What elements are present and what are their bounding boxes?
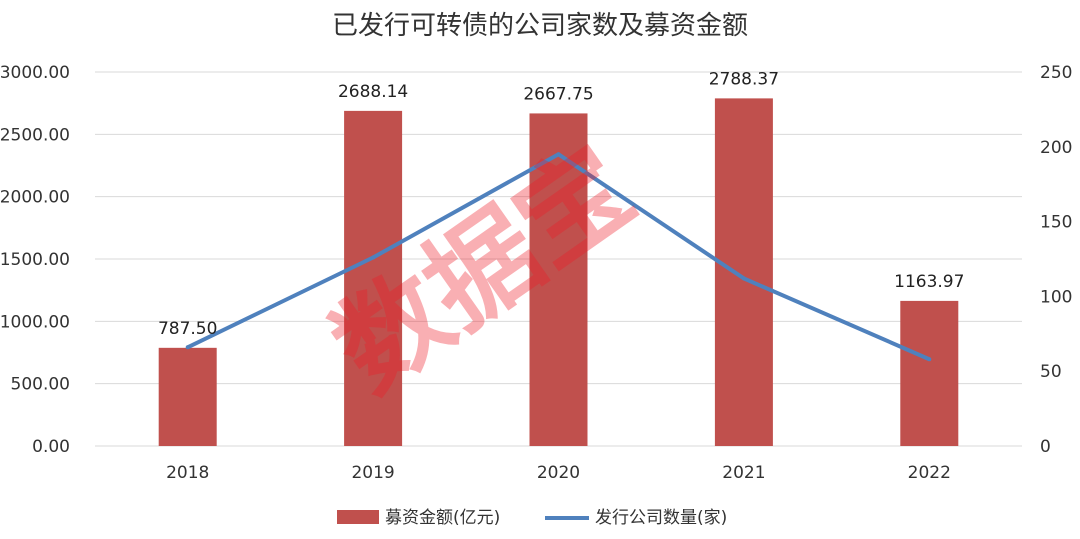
line-point-2018 <box>185 345 190 350</box>
bar-data-label: 2688.14 <box>338 82 408 102</box>
left-axis-tick-label: 0.00 <box>32 437 70 457</box>
bar-2018 <box>158 347 217 446</box>
line-series <box>185 152 932 362</box>
x-axis-tick-label: 2018 <box>166 463 209 483</box>
chart-title: 已发行可转债的公司家数及募资金额 <box>332 11 748 41</box>
x-axis-tick-label: 2021 <box>722 463 765 483</box>
legend-line-label: 发行公司数量(家) <box>595 508 727 528</box>
left-axis-tick-label: 2500.00 <box>0 125 70 145</box>
bar-2021 <box>714 98 773 446</box>
right-axis: 0 50 100 150 200 250 <box>1040 63 1072 457</box>
line-point-2021 <box>741 276 746 281</box>
left-axis-tick-label: 1000.00 <box>0 312 70 332</box>
left-axis-tick-label: 3000.00 <box>0 63 70 83</box>
bar-data-label: 1163.97 <box>894 272 964 292</box>
line-point-2019 <box>371 255 376 260</box>
bar-2019 <box>344 110 403 447</box>
right-axis-tick-label: 150 <box>1040 213 1072 233</box>
legend-bar-swatch <box>337 510 379 524</box>
x-axis-tick-label: 2020 <box>537 463 580 483</box>
left-axis-tick-label: 500.00 <box>11 375 70 395</box>
bar-series <box>158 98 959 447</box>
right-axis-tick-label: 100 <box>1040 287 1072 307</box>
x-axis: 2018 2019 2020 2021 2022 <box>166 463 951 483</box>
bar-2022 <box>900 300 959 446</box>
bar-data-label: 2788.37 <box>709 69 779 89</box>
right-axis-tick-label: 250 <box>1040 63 1072 83</box>
left-axis: 0.00 500.00 1000.00 1500.00 2000.00 2500.00 30… <box>0 63 70 457</box>
data-labels: 787.50 2688.14 2667.75 2788.37 1163.97 <box>158 69 964 338</box>
line-point-2020 <box>556 152 561 157</box>
line-point-2022 <box>927 357 932 362</box>
right-axis-tick-label: 0 <box>1040 437 1051 457</box>
right-axis-tick-label: 200 <box>1040 138 1072 158</box>
x-axis-tick-label: 2022 <box>908 463 951 483</box>
legend-bar-label: 募资金额(亿元) <box>385 508 500 528</box>
bar-data-label: 787.50 <box>158 319 217 339</box>
left-axis-tick-label: 2000.00 <box>0 188 70 208</box>
right-axis-tick-label: 50 <box>1040 362 1062 382</box>
x-axis-tick-label: 2019 <box>351 463 394 483</box>
bar-data-label: 2667.75 <box>523 84 593 104</box>
left-axis-tick-label: 1500.00 <box>0 250 70 270</box>
legend: 募资金额(亿元) 发行公司数量(家) <box>337 508 727 528</box>
